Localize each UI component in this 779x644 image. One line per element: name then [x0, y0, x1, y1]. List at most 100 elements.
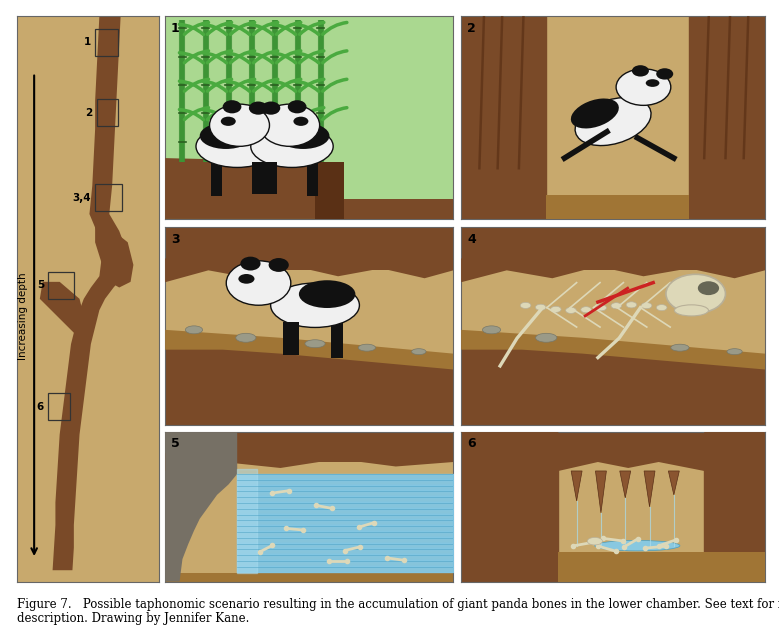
Ellipse shape — [57, 551, 62, 567]
Text: Increasing depth: Increasing depth — [18, 272, 28, 359]
Circle shape — [210, 104, 270, 146]
Polygon shape — [52, 16, 128, 570]
Circle shape — [226, 261, 291, 305]
Polygon shape — [704, 432, 765, 582]
Polygon shape — [307, 162, 318, 196]
Ellipse shape — [238, 274, 255, 284]
Polygon shape — [165, 158, 344, 219]
Polygon shape — [262, 162, 277, 194]
Bar — [95, 184, 122, 211]
Circle shape — [259, 104, 319, 146]
Circle shape — [616, 69, 671, 106]
Polygon shape — [620, 471, 631, 498]
Text: 5: 5 — [171, 437, 180, 450]
Circle shape — [656, 68, 673, 80]
Ellipse shape — [270, 283, 359, 327]
Ellipse shape — [220, 117, 236, 126]
Circle shape — [249, 102, 268, 115]
Bar — [48, 393, 69, 421]
Polygon shape — [559, 456, 704, 471]
Text: 2: 2 — [85, 108, 92, 118]
Polygon shape — [559, 432, 704, 462]
Polygon shape — [546, 194, 689, 219]
Ellipse shape — [65, 545, 71, 562]
Text: 6: 6 — [37, 402, 44, 412]
Polygon shape — [165, 330, 453, 370]
Polygon shape — [165, 227, 453, 270]
Polygon shape — [165, 342, 453, 425]
Bar — [48, 272, 74, 299]
Text: 2: 2 — [467, 22, 476, 35]
Polygon shape — [461, 330, 765, 370]
Bar — [95, 28, 118, 55]
Text: description. Drawing by Jennifer Kane.: description. Drawing by Jennifer Kane. — [17, 612, 249, 625]
Polygon shape — [283, 322, 299, 355]
Ellipse shape — [626, 302, 636, 308]
Circle shape — [287, 100, 306, 113]
Ellipse shape — [196, 125, 278, 167]
Circle shape — [241, 257, 260, 270]
Text: 4: 4 — [467, 232, 476, 245]
Ellipse shape — [727, 348, 742, 355]
Polygon shape — [331, 322, 344, 358]
Text: Figure 7.   Possible taphonomic scenario resulting in the accumulation of giant : Figure 7. Possible taphonomic scenario r… — [17, 598, 779, 611]
Polygon shape — [165, 573, 453, 582]
Ellipse shape — [581, 307, 591, 313]
Circle shape — [223, 100, 241, 113]
Polygon shape — [595, 471, 606, 513]
Ellipse shape — [535, 304, 546, 310]
Polygon shape — [165, 432, 453, 462]
Text: 1: 1 — [83, 37, 91, 47]
Ellipse shape — [520, 302, 531, 308]
Polygon shape — [252, 162, 267, 194]
Ellipse shape — [411, 348, 426, 355]
Polygon shape — [315, 162, 344, 219]
Polygon shape — [165, 258, 453, 282]
Polygon shape — [461, 258, 765, 282]
Ellipse shape — [199, 122, 252, 149]
Ellipse shape — [595, 540, 680, 551]
Text: 5: 5 — [37, 280, 44, 290]
Ellipse shape — [571, 99, 619, 128]
Polygon shape — [461, 432, 559, 582]
Text: 1: 1 — [171, 22, 180, 35]
Text: 3,4: 3,4 — [72, 193, 91, 203]
Ellipse shape — [611, 303, 622, 308]
Polygon shape — [668, 471, 679, 495]
Polygon shape — [461, 227, 765, 270]
Ellipse shape — [596, 305, 607, 311]
Ellipse shape — [671, 344, 689, 351]
Circle shape — [632, 65, 649, 77]
Ellipse shape — [675, 305, 708, 316]
Circle shape — [269, 258, 289, 272]
Polygon shape — [344, 198, 453, 219]
Bar — [97, 99, 118, 126]
Ellipse shape — [299, 280, 355, 308]
Polygon shape — [211, 162, 222, 196]
Ellipse shape — [566, 307, 576, 314]
Polygon shape — [40, 282, 84, 333]
Ellipse shape — [294, 117, 308, 126]
Ellipse shape — [236, 334, 256, 342]
Ellipse shape — [305, 340, 325, 348]
Ellipse shape — [251, 125, 333, 167]
Circle shape — [698, 281, 719, 295]
Ellipse shape — [646, 79, 659, 87]
Ellipse shape — [61, 528, 67, 545]
Text: 3: 3 — [171, 232, 179, 245]
Ellipse shape — [657, 305, 667, 310]
Text: 6: 6 — [467, 437, 476, 450]
Ellipse shape — [551, 307, 561, 312]
Ellipse shape — [482, 326, 501, 334]
Polygon shape — [95, 214, 133, 287]
Ellipse shape — [641, 303, 652, 308]
Ellipse shape — [536, 334, 557, 342]
Polygon shape — [165, 432, 237, 582]
Ellipse shape — [358, 344, 375, 351]
Polygon shape — [165, 453, 453, 471]
Ellipse shape — [575, 98, 651, 146]
Ellipse shape — [277, 122, 330, 149]
Polygon shape — [644, 471, 655, 507]
Polygon shape — [571, 471, 582, 501]
Circle shape — [666, 274, 725, 313]
